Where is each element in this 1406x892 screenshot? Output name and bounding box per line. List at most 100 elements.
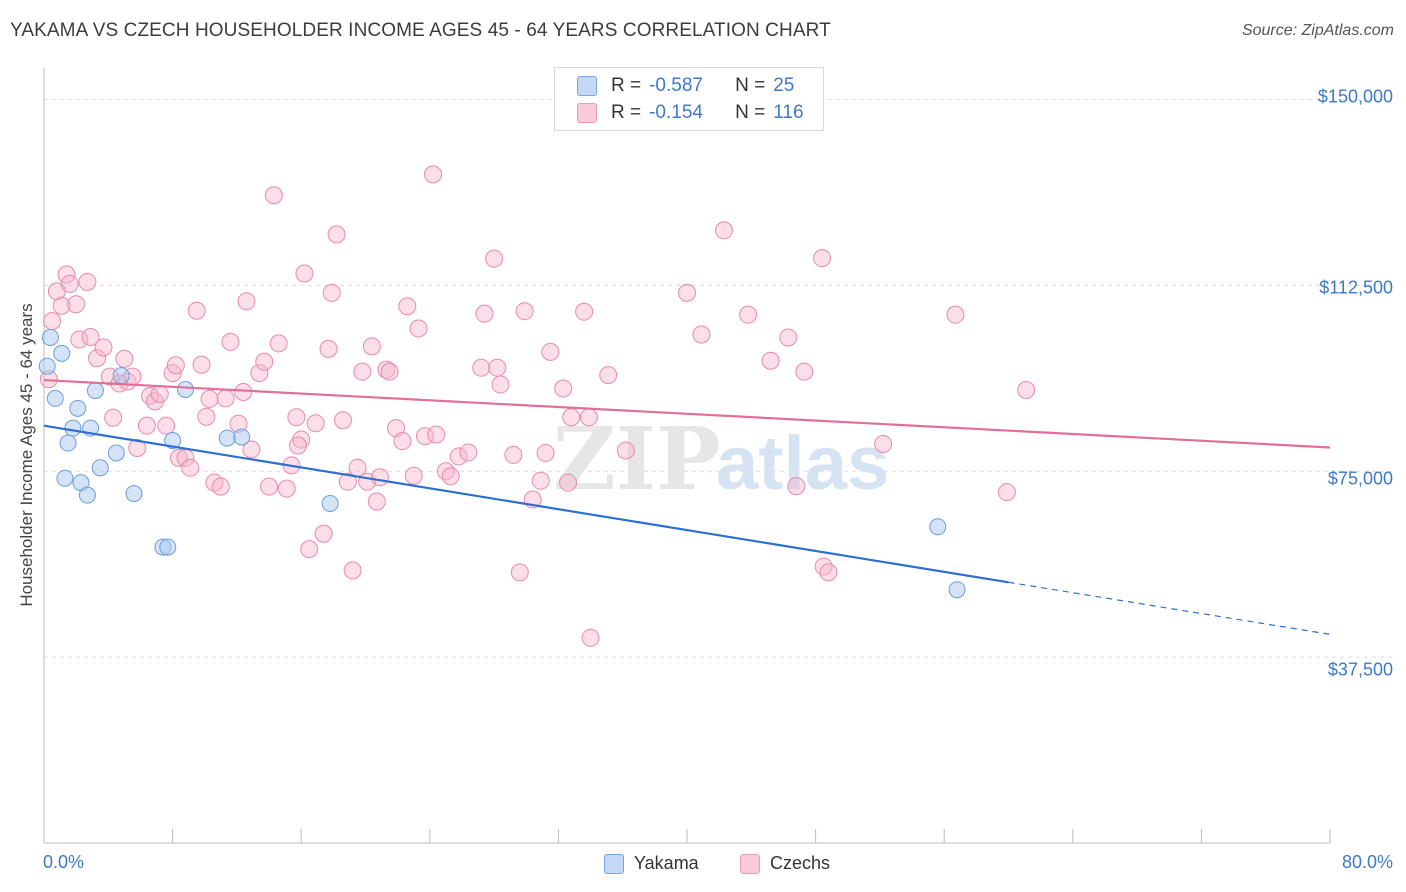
stats-legend: R = -0.587 N = 25 R = -0.154 N = 116 xyxy=(554,67,824,131)
czech-point xyxy=(237,292,256,311)
czech-point xyxy=(409,319,428,338)
yakama-point xyxy=(948,581,966,599)
czech-point xyxy=(327,225,346,244)
czech-point xyxy=(946,305,965,324)
czech-point xyxy=(277,479,296,498)
yakama-point xyxy=(59,434,77,452)
czech-point xyxy=(242,440,261,459)
yakama-point xyxy=(41,328,59,346)
yakama-point xyxy=(125,485,143,503)
czech-point xyxy=(157,416,176,435)
series-legend: Yakama Czechs xyxy=(0,853,1406,879)
czech-swatch xyxy=(577,103,597,123)
czech-point xyxy=(287,408,306,427)
legend-item-czechs[interactable]: Czechs xyxy=(740,853,830,874)
yakama-point xyxy=(86,381,104,399)
yakama-point xyxy=(929,518,947,536)
czech-point xyxy=(115,349,134,368)
czech-point xyxy=(472,358,491,377)
czech-point xyxy=(515,302,534,321)
czech-point xyxy=(292,430,311,449)
czech-point xyxy=(436,462,455,481)
czech-point xyxy=(819,563,838,582)
czech-point xyxy=(714,221,733,240)
y-axis-label: Householder Income Ages 45 - 64 years xyxy=(17,303,36,607)
czech-point xyxy=(60,274,79,293)
y-tick-label: $112,500 xyxy=(1319,277,1393,298)
yakama-point xyxy=(164,432,182,450)
czech-point xyxy=(306,414,325,433)
yakama-point xyxy=(107,444,125,462)
czech-point xyxy=(94,338,113,357)
yakama-point xyxy=(233,428,251,446)
legend-item-yakama[interactable]: Yakama xyxy=(604,853,699,874)
czech-point xyxy=(459,443,478,462)
czech-point xyxy=(300,540,319,559)
yakama-point xyxy=(321,494,339,512)
czech-point xyxy=(288,436,307,455)
n-label: N = xyxy=(735,75,766,96)
czech-point xyxy=(427,425,446,444)
yakama-point xyxy=(159,538,177,556)
czech-point xyxy=(761,351,780,370)
czech-point xyxy=(128,438,147,457)
yakama-point xyxy=(38,357,56,375)
czech-point xyxy=(104,408,123,427)
yakama-point xyxy=(53,344,71,362)
stats-row-yakama: R = -0.587 N = 25 xyxy=(577,74,794,98)
czech-point xyxy=(415,427,434,446)
czech-point xyxy=(216,389,235,408)
czech-point xyxy=(269,334,288,353)
czech-point xyxy=(170,448,189,467)
gridlines xyxy=(44,99,1395,658)
czech-point xyxy=(314,524,333,543)
czech-point xyxy=(319,339,338,358)
czech-point xyxy=(322,283,341,302)
r-value: -0.587 xyxy=(649,75,703,96)
czech-point xyxy=(295,264,314,283)
czech-point xyxy=(234,382,253,401)
czech-point xyxy=(404,466,423,485)
x-tick-label-max: 80.0% xyxy=(1341,852,1393,872)
czech-point xyxy=(449,447,468,466)
czech-point xyxy=(485,249,504,268)
czech-point xyxy=(554,379,573,398)
czech-point xyxy=(398,297,417,316)
czech-point xyxy=(52,296,71,315)
source-label: Source: ZipAtlas.com xyxy=(1241,22,1394,39)
czech-point xyxy=(813,249,832,268)
yakama-point xyxy=(64,419,82,437)
yakama-point xyxy=(46,389,64,407)
czech-point xyxy=(739,305,758,324)
yakama-point xyxy=(91,459,109,477)
yakama-point xyxy=(112,367,130,385)
czech-point xyxy=(43,312,62,331)
yakama-point xyxy=(78,486,96,504)
czech-point xyxy=(367,492,386,511)
czech-point xyxy=(678,283,696,302)
czech-point xyxy=(1017,380,1036,399)
yakama-point xyxy=(218,429,236,447)
stats-row-czechs: R = -0.154 N = 116 xyxy=(577,101,804,125)
chart-title: YAKAMA VS CZECH HOUSEHOLDER INCOME AGES … xyxy=(10,20,831,41)
czech-point xyxy=(255,352,274,371)
yakama-point xyxy=(56,469,74,487)
y-tick-label: $37,500 xyxy=(1327,659,1393,680)
czech-point xyxy=(874,435,893,454)
trend-lines xyxy=(43,378,1331,635)
czech-point xyxy=(250,364,269,383)
czech-point xyxy=(78,272,97,291)
czech-point xyxy=(531,471,550,490)
yakama-trend-extension xyxy=(1008,581,1331,635)
czech-point xyxy=(787,477,806,496)
czech-point xyxy=(353,362,372,381)
czech-point xyxy=(559,473,578,492)
czech-point xyxy=(377,360,396,379)
y-tick-label: $150,000 xyxy=(1317,86,1393,107)
n-value: 116 xyxy=(773,102,804,123)
czech-point xyxy=(616,441,635,460)
czech-point xyxy=(579,408,598,427)
czech-point xyxy=(393,432,412,451)
x-tick-label-min: 0.0% xyxy=(43,852,85,872)
r-label: R = xyxy=(611,75,642,96)
